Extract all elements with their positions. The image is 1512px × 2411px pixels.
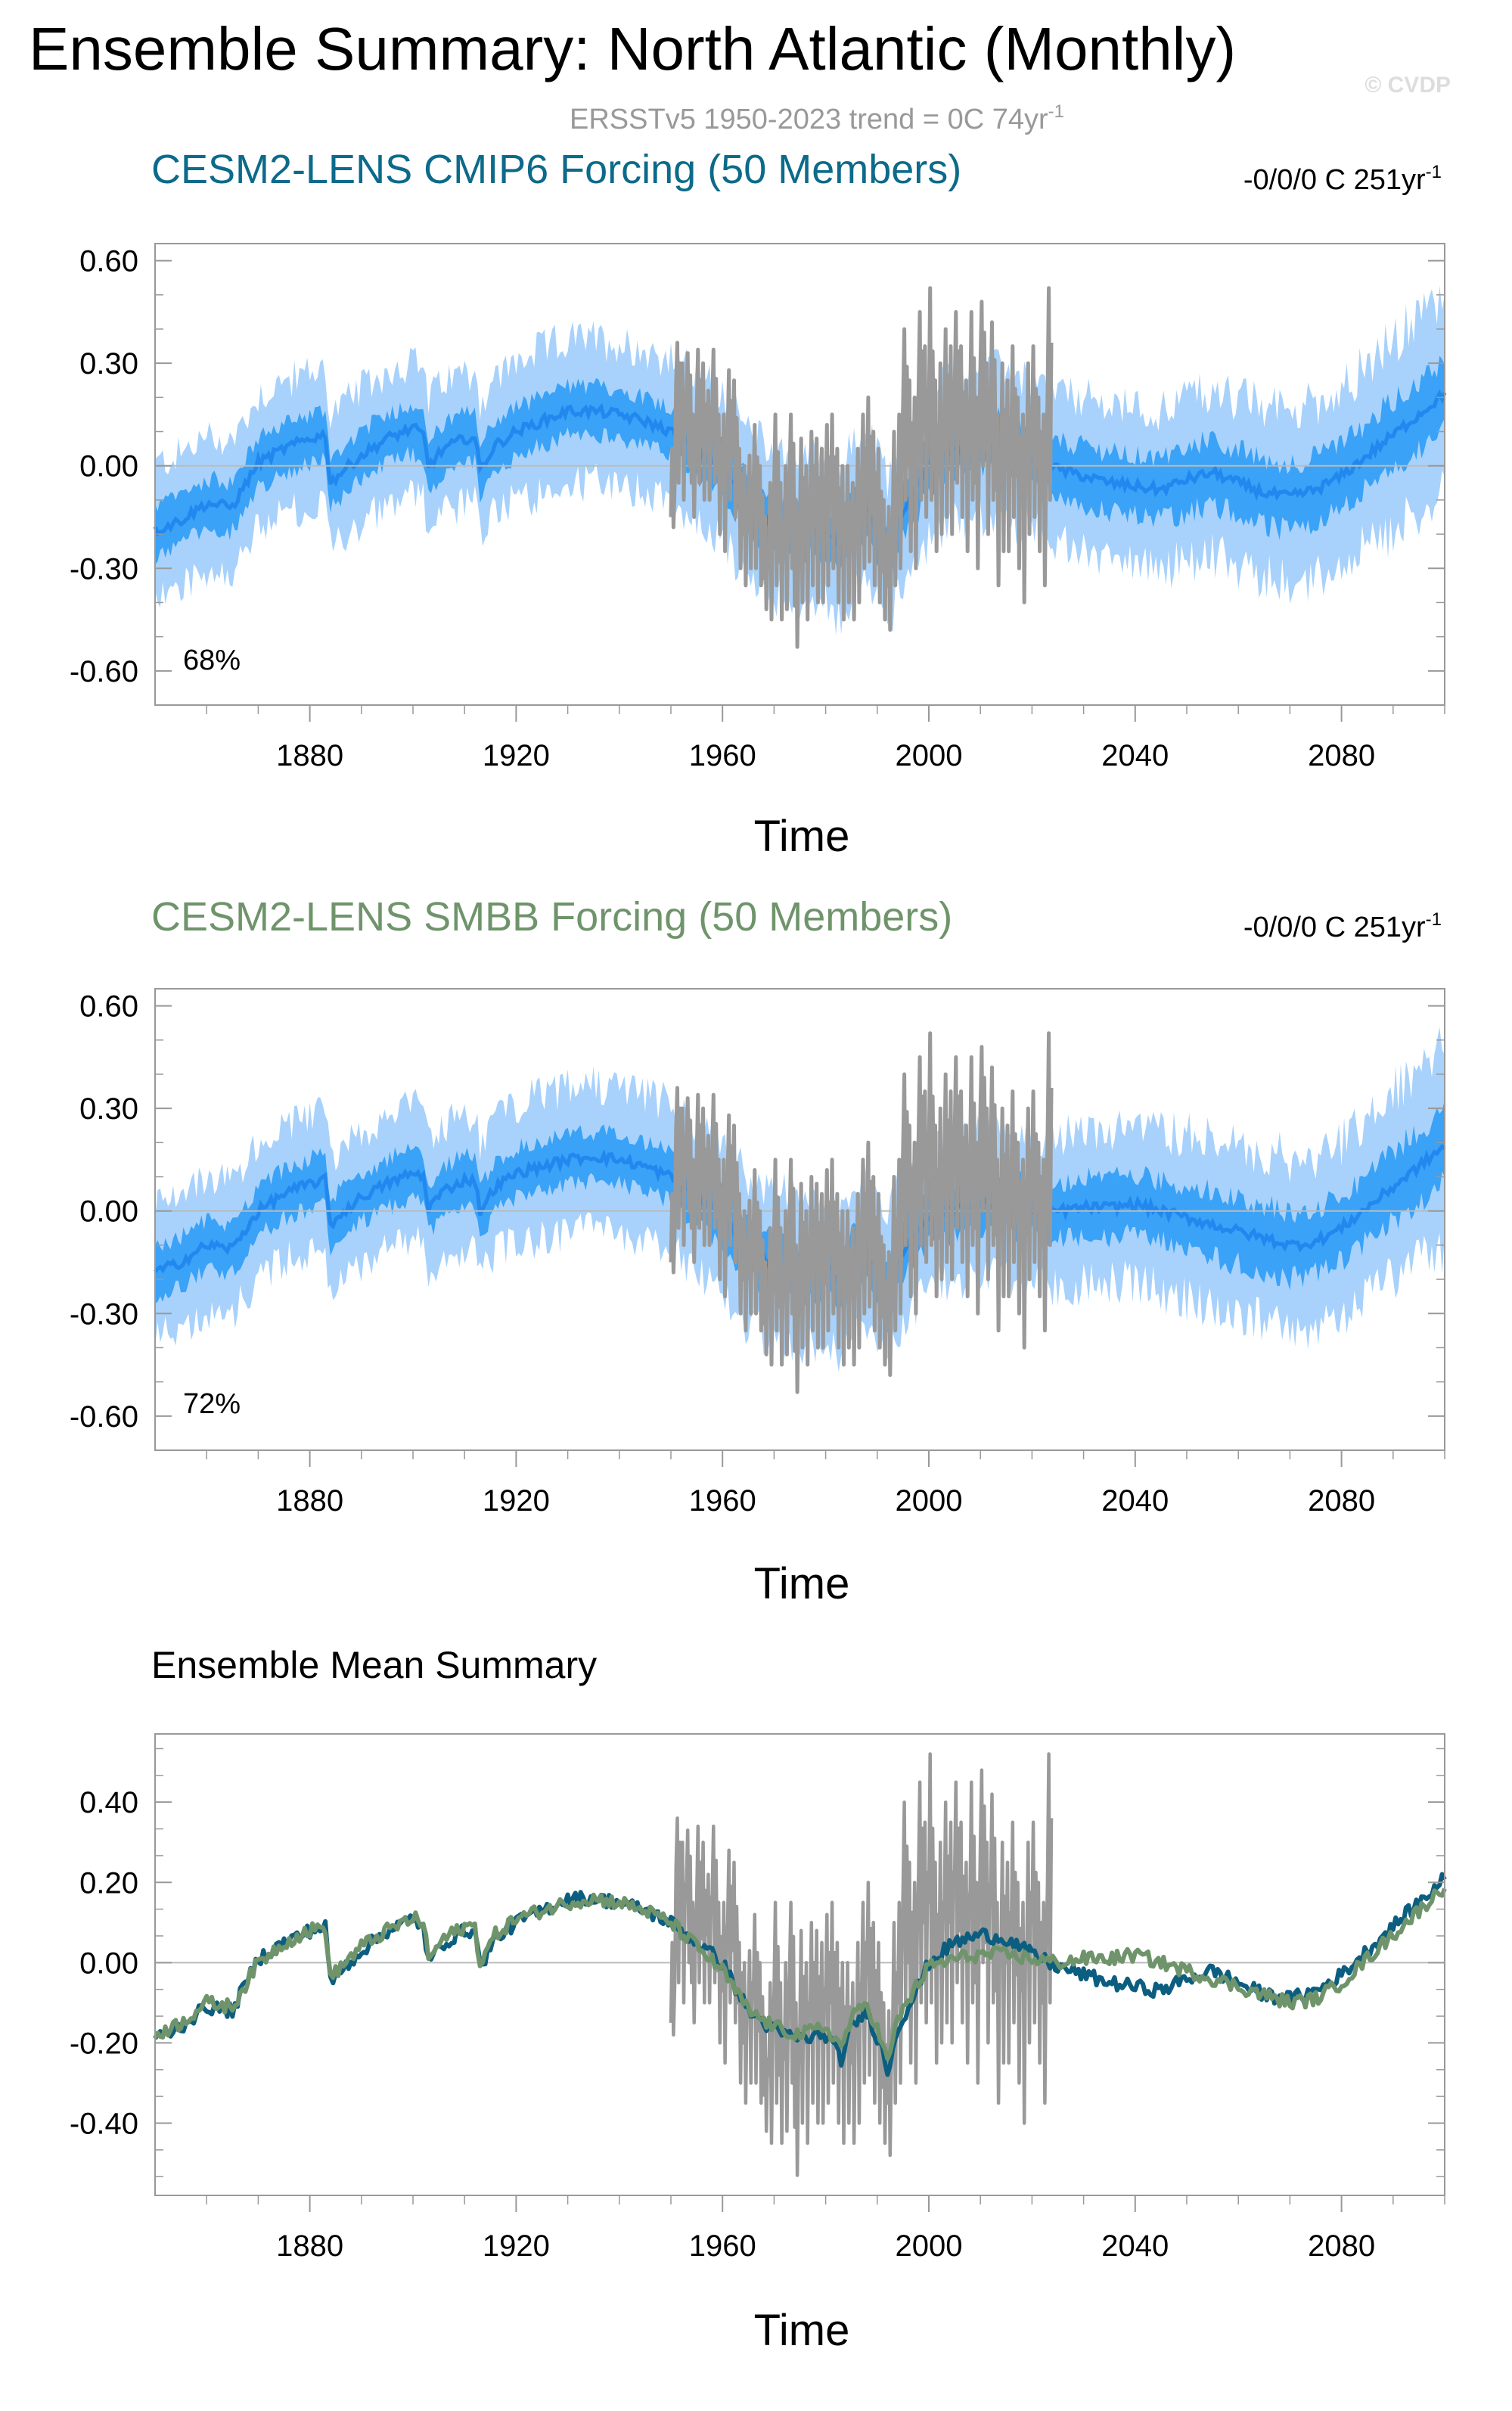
panel-cmip6-plot: 0.60 0.30 0.00 -0.30 -0.60 1880 1920 1960 2000 20… [70,243,1447,772]
cmip6-ytick-label: -0.30 [70,552,138,586]
cmip6-observation-line [669,286,1054,649]
smbb-ytick-label: 0.00 [79,1195,138,1229]
cmip6-xtick-label: 1880 [276,739,343,772]
smbb-outer-spread [155,1027,1445,1372]
smbb-observation-line [669,1031,1054,1394]
watermark: © CVDP [1365,73,1451,98]
figure-subtitle-exponent: -1 [1048,101,1064,122]
cmip6-xtick-label: 1920 [483,739,550,772]
panel-cmip6-trend-exponent: -1 [1426,162,1442,182]
smbb-xtick-label: 1920 [483,1484,550,1518]
panel-cmip6-xlabel: Time [754,812,850,861]
smbb-xtick-label: 2040 [1101,1484,1169,1518]
smbb-ytick-label: 0.60 [79,990,138,1024]
smbb-ytick-label: 0.30 [79,1092,138,1126]
smbb-xtick-label: 1880 [276,1484,343,1518]
cmip6-ytick-label: 0.30 [79,347,138,381]
panel-ensemble-mean: Ensemble Mean Summary 0.40 0.20 0.00 -0.20 -… [70,1644,1447,2355]
ensemble-mean-ytick-label: -0.40 [70,2108,138,2141]
cmip6-ytick-label: -0.60 [70,655,138,688]
cmip6-ytick-label: 0.00 [79,450,138,483]
ensemble-mean-ytick-label: -0.20 [70,2027,138,2060]
panel-smbb: CESM2-LENS SMBB Forcing (50 Members) -0/… [70,894,1446,1608]
panel-smbb-title: CESM2-LENS SMBB Forcing (50 Members) [151,894,952,940]
panel-smbb-trend-exponent: -1 [1426,909,1442,930]
ensemble-mean-xtick-label: 1920 [483,2229,550,2263]
cmip6-xtick-label: 1960 [689,739,756,772]
panel-smbb-plot: 0.60 0.30 0.00 -0.30 -0.60 1880 1920 1960 2000 20… [70,988,1446,1518]
panel-ensemble-mean-title: Ensemble Mean Summary [151,1644,597,1686]
smbb-ytick-label: -0.60 [70,1400,138,1434]
ensemble-mean-ytick-label: 0.00 [79,1947,138,1980]
cmip6-ytick-label: 0.60 [79,245,138,278]
cmip6-xtick-label: 2080 [1308,739,1375,772]
panel-smbb-trend: -0/0/0 C 251yr-1 [1243,909,1442,943]
ensemble-mean-smbb-ensemble-mean-line [153,1887,1447,2061]
figure-subtitle: ERSSTv5 1950-2023 trend = 0C 74yr-1 [570,101,1064,135]
panel-ensemble-mean-plot: 0.40 0.20 0.00 -0.20 -0.40 1880 1920 1960 2000 20… [70,1733,1447,2263]
cmip6-frame [154,243,1445,706]
ensemble-mean-observation-line [669,1752,1054,2177]
ensemble-mean-xtick-label: 1960 [689,2229,756,2263]
smbb-xtick-label: 2000 [896,1484,963,1518]
panel-cmip6-title: CESM2-LENS CMIP6 Forcing (50 Members) [151,147,961,192]
ensemble-mean-ytick-label: 0.20 [79,1866,138,1900]
ensemble-mean-xtick-label: 2080 [1308,2229,1375,2263]
panel-cmip6-trend: -0/0/0 C 251yr-1 [1243,162,1442,196]
cmip6-xtick-label: 2000 [896,739,963,772]
smbb-xtick-label: 2080 [1308,1484,1375,1518]
panel-smbb-xlabel: Time [754,1559,850,1608]
cmip6-outer-spread [155,285,1445,635]
panel-cmip6-trend-main: -0/0/0 C 251yr [1243,164,1426,196]
ensemble-mean-ytick-label: 0.40 [79,1786,138,1819]
panel-ensemble-mean-xlabel: Time [754,2306,850,2355]
panel-smbb-annotation: 72% [183,1388,241,1420]
smbb-xtick-label: 1960 [689,1484,756,1518]
panel-cmip6-annotation: 68% [183,645,241,676]
ensemble-mean-xtick-label: 2040 [1101,2229,1169,2263]
smbb-frame [154,988,1445,1451]
panel-cmip6: CESM2-LENS CMIP6 Forcing (50 Members) -0… [70,147,1447,861]
ensemble-mean-frame [154,1733,1445,2196]
ensemble-mean-xtick-label: 2000 [896,2229,963,2263]
smbb-ytick-label: -0.30 [70,1297,138,1331]
cmip6-xtick-label: 2040 [1101,739,1169,772]
figure-subtitle-main: ERSSTv5 1950-2023 trend = 0C 74yr [570,104,1048,135]
figure-title: Ensemble Summary: North Atlantic (Monthl… [29,15,1236,82]
panel-smbb-trend-main: -0/0/0 C 251yr [1243,912,1426,943]
ensemble-mean-xtick-label: 1880 [276,2229,343,2263]
